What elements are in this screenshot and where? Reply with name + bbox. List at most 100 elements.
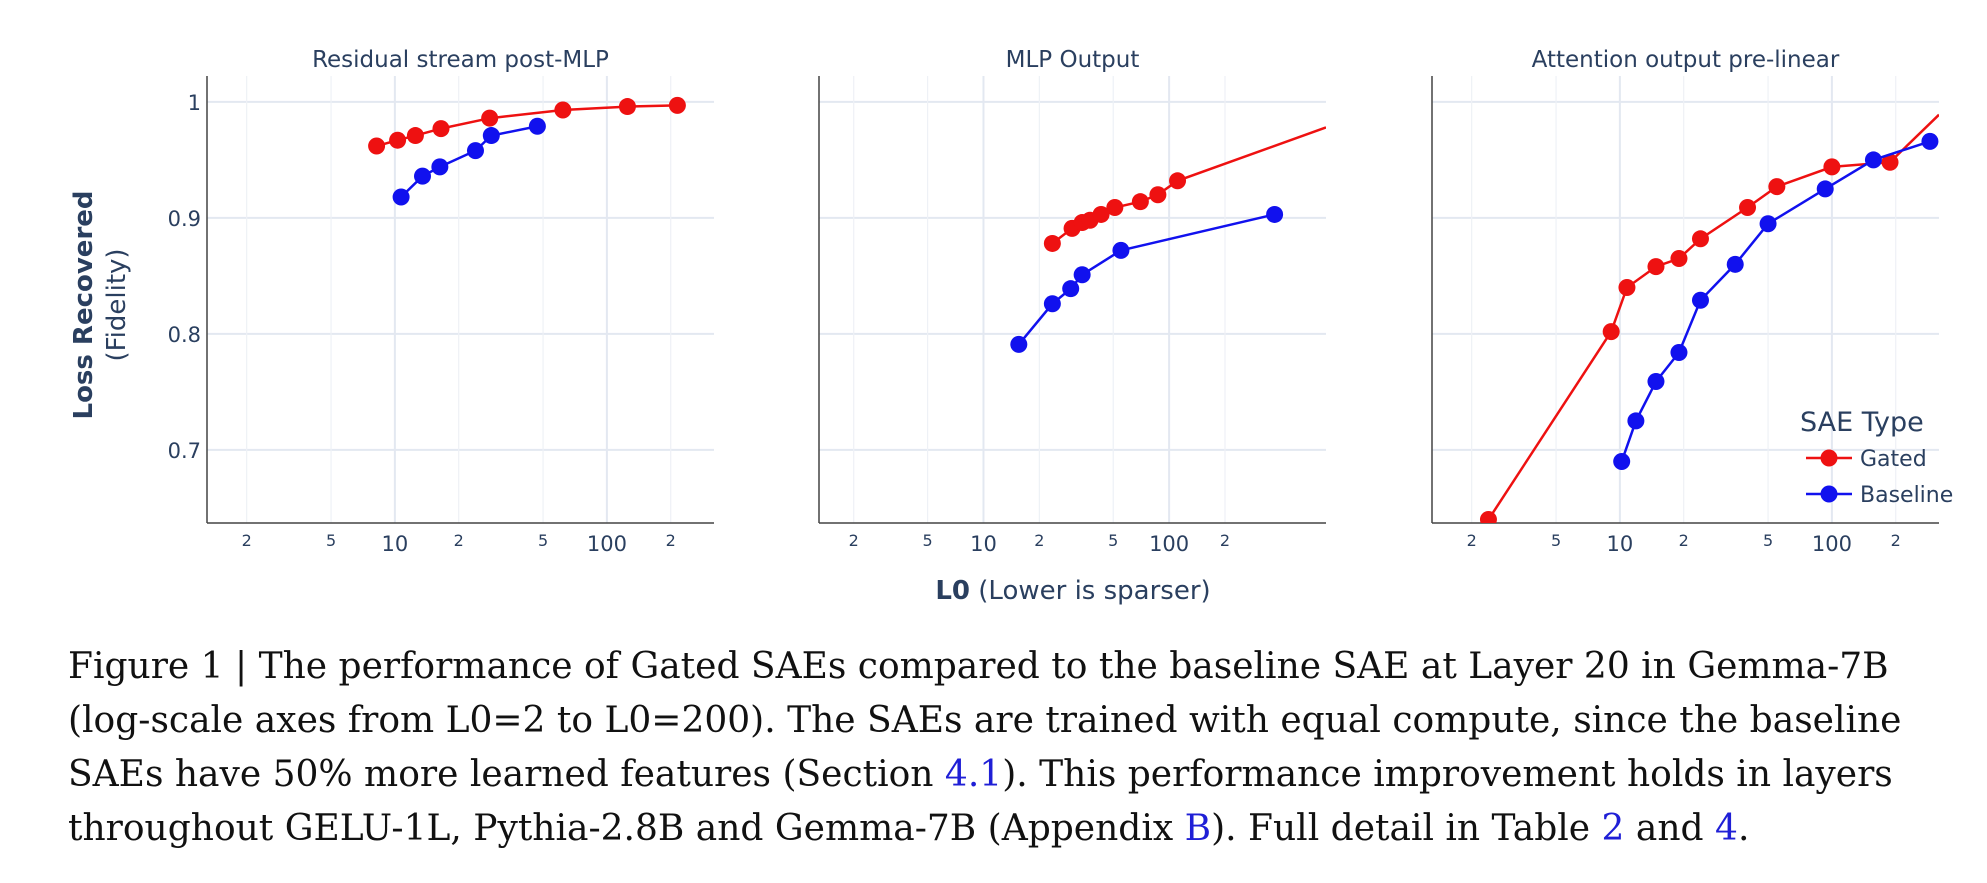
data-point-gated <box>554 101 572 119</box>
x-tick-label-minor: 2 <box>849 531 859 550</box>
x-tick-label-minor: 2 <box>1679 531 1689 550</box>
data-point-gated <box>389 131 407 149</box>
x-tick-label-minor: 5 <box>538 531 548 550</box>
data-point-baseline <box>1921 132 1939 150</box>
data-point-baseline <box>1073 266 1091 284</box>
data-point-baseline <box>1864 151 1882 169</box>
data-point-baseline <box>1010 335 1028 353</box>
x-tick-label-minor: 2 <box>242 531 252 550</box>
data-point-gated <box>668 96 686 114</box>
caption-text-prefix: Figure 1 | The performance of Gated SAEs… <box>68 646 1902 795</box>
series-gated <box>1479 113 1939 523</box>
data-point-gated <box>1092 205 1110 223</box>
data-point-baseline <box>1647 372 1665 390</box>
data-point-gated <box>1618 279 1636 297</box>
y-tick-label: 0.8 <box>168 323 201 347</box>
data-point-gated <box>1131 193 1149 211</box>
legend-swatch-marker <box>1820 449 1838 467</box>
panel-title: Residual stream post-MLP <box>312 47 609 73</box>
y-axis-label: Loss Recovered <box>69 190 99 419</box>
x-tick-label-minor: 5 <box>923 531 933 550</box>
data-point-baseline <box>1816 180 1834 198</box>
data-point-baseline <box>482 127 500 145</box>
x-tick-label-minor: 2 <box>1034 531 1044 550</box>
legend-item-gated: Gated <box>1806 447 1927 472</box>
series-baseline <box>1010 205 1284 353</box>
data-point-gated <box>1739 198 1757 216</box>
data-point-gated <box>1647 258 1665 276</box>
data-point-gated <box>1106 198 1124 216</box>
panels-root: Residual stream post-MLP 2 5 2 5 2 10 100 0.7 0.8… <box>168 47 1939 556</box>
y-tick-label: 0.9 <box>168 207 201 231</box>
x-axis-label: L0 (Lower is sparser) <box>935 576 1210 606</box>
caption-ref-section[interactable]: 4.1 <box>944 754 1003 795</box>
y-axis-label-main: Loss Recovered <box>69 190 99 419</box>
data-point-baseline <box>1670 343 1688 361</box>
figure-caption: Figure 1 | The performance of Gated SAEs… <box>68 640 1968 856</box>
x-tick-label: 100 <box>1812 532 1852 556</box>
data-point-gated <box>1169 172 1187 190</box>
data-point-gated <box>1479 511 1497 523</box>
x-tick-label: 10 <box>1607 532 1634 556</box>
series-line-baseline <box>1620 140 1931 462</box>
x-tick-label-minor: 2 <box>454 531 464 550</box>
data-point-gated <box>618 98 636 116</box>
x-tick-label: 10 <box>970 532 997 556</box>
panel-data <box>368 96 686 206</box>
x-tick-label: 10 <box>382 532 409 556</box>
y-axis-label-sub: (Fidelity) <box>102 248 132 361</box>
series-baseline <box>1613 132 1939 471</box>
data-point-gated <box>1881 153 1899 171</box>
data-point-gated <box>1043 234 1061 252</box>
x-axis-label-sub: (Lower is sparser) <box>970 576 1211 606</box>
series-line-baseline <box>1017 213 1275 346</box>
data-point-baseline <box>414 167 432 185</box>
panel-title: Attention output pre-linear <box>1532 47 1840 73</box>
data-point-gated <box>481 109 499 127</box>
caption-text-suffix: . <box>1737 808 1750 849</box>
data-point-baseline <box>1112 241 1130 259</box>
x-tick-label-minor: 5 <box>1763 531 1773 550</box>
data-point-gated <box>1691 230 1709 248</box>
data-point-gated <box>432 120 450 138</box>
data-point-baseline <box>392 188 410 206</box>
data-point-baseline <box>1759 215 1777 233</box>
x-tick-label: 100 <box>1149 532 1189 556</box>
data-point-baseline <box>431 158 449 176</box>
legend-label: Gated <box>1860 447 1927 472</box>
data-point-baseline <box>1062 280 1080 298</box>
x-axis-label-main: L0 <box>935 576 970 606</box>
data-point-gated <box>1823 158 1841 176</box>
data-point-gated <box>1602 323 1620 341</box>
data-point-gated <box>368 137 386 155</box>
x-tick-label-minor: 5 <box>1108 531 1118 550</box>
panel-data <box>1479 113 1939 523</box>
x-tick-label-minor: 2 <box>1891 531 1901 550</box>
legend-swatch-marker <box>1820 485 1838 503</box>
data-point-gated <box>1149 186 1167 204</box>
panel-title: MLP Output <box>1006 47 1140 73</box>
data-point-baseline <box>528 117 546 135</box>
panel-1: Residual stream post-MLP 2 5 2 5 2 10 100 0.7 0.8… <box>168 47 714 556</box>
shared-labels: Loss Recovered (Fidelity) L0 (Lower is spa… <box>69 190 1211 606</box>
data-point-baseline <box>1043 295 1061 313</box>
panel-2: MLP Output 2 5 2 5 2 10 100 <box>818 47 1326 556</box>
caption-text-mid2: ). Full detail in Table <box>1211 808 1602 849</box>
figure-chart: Residual stream post-MLP 2 5 2 5 2 10 100 0.7 0.8… <box>69 47 1953 606</box>
x-tick-label-minor: 2 <box>1467 531 1477 550</box>
series-gated <box>368 96 686 155</box>
caption-text-mid1: ). This performance improvement holds in… <box>68 754 1893 849</box>
data-point-baseline <box>1691 291 1709 309</box>
caption-ref-table-2[interactable]: 2 <box>1601 808 1625 849</box>
data-point-gated <box>406 127 424 145</box>
x-tick-label-minor: 5 <box>1551 531 1561 550</box>
legend-title: SAE Type <box>1800 407 1924 438</box>
series-baseline <box>392 117 546 206</box>
y-tick-label: 1 <box>188 91 201 115</box>
panel-data <box>1010 126 1326 353</box>
x-tick-label: 100 <box>587 532 627 556</box>
caption-ref-appendix[interactable]: B <box>1184 808 1212 849</box>
caption-ref-table-4[interactable]: 4 <box>1715 808 1738 849</box>
data-point-gated <box>1768 178 1786 196</box>
panel-3: Attention output pre-linear 2 5 2 5 2 10 100 <box>1431 47 1939 556</box>
